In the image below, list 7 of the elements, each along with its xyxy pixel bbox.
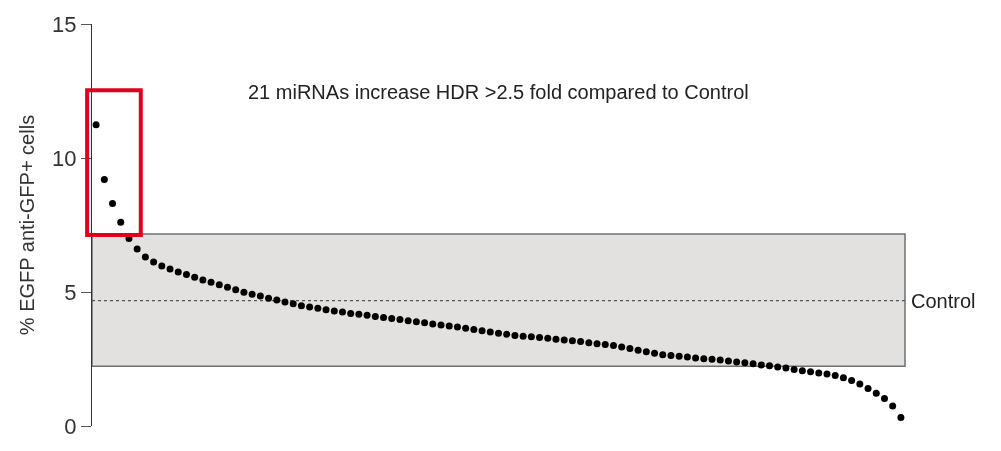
y-tick-label: 0 (64, 413, 77, 439)
y-tick-label: 5 (64, 279, 77, 305)
annotation: 21 miRNAs increase HDR >2.5 fold compared to Control (248, 81, 749, 103)
y-axis-title: % EGFP anti-GFP+ cells (15, 114, 38, 336)
y-tick-label: 10 (52, 145, 77, 171)
y-tick-label: 15 (52, 11, 77, 37)
ref-line-label: Control (911, 290, 976, 312)
